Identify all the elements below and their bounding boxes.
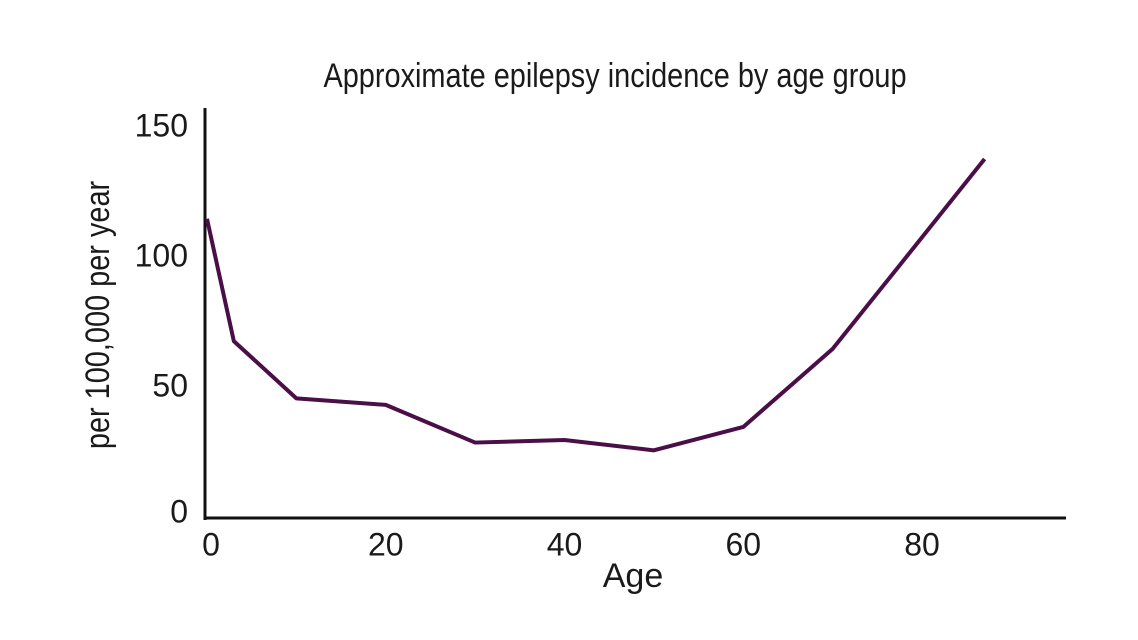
y-axis-label: per 100,000 per year xyxy=(78,181,117,449)
y-tick-label: 50 xyxy=(152,367,188,403)
x-tick-label: 0 xyxy=(202,526,220,562)
y-tick-label: 0 xyxy=(170,493,188,529)
y-tick-label: 100 xyxy=(135,237,188,273)
x-tick-label: 20 xyxy=(368,526,404,562)
data-line xyxy=(205,157,987,453)
y-tick-label: 150 xyxy=(135,107,188,143)
x-tick-label: 80 xyxy=(904,526,940,562)
chart-title: Approximate epilepsy incidence by age gr… xyxy=(323,56,906,95)
x-tick-label: 40 xyxy=(547,526,583,562)
x-tick-label: 60 xyxy=(725,526,761,562)
x-axis-label: Age xyxy=(603,557,664,595)
